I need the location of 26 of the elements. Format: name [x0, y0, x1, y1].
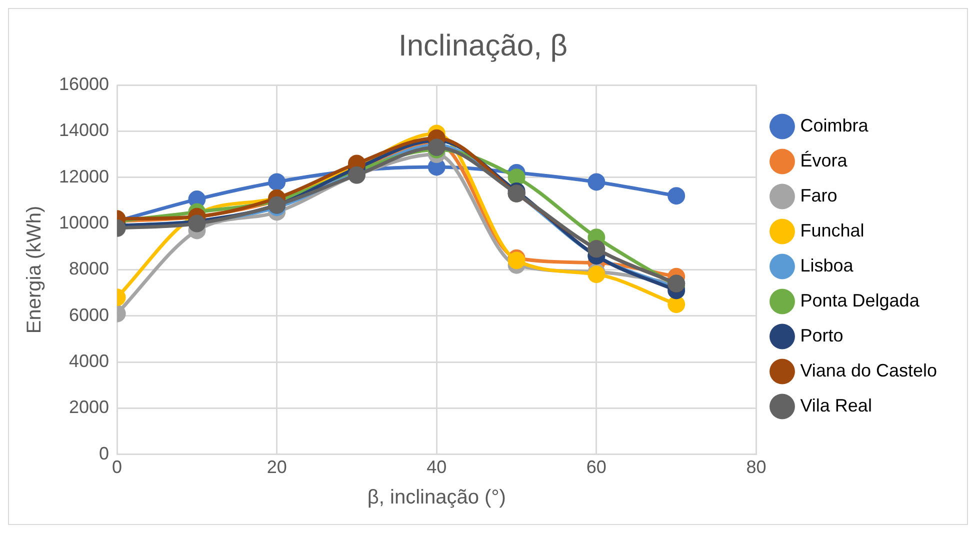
legend-label: Lisboa: [800, 255, 854, 276]
y-tick-label: 0: [99, 443, 110, 464]
x-axis-title: β, inclinação (°): [367, 486, 506, 509]
chart-title: Inclinação, β: [398, 29, 568, 62]
x-tick-label: 20: [266, 457, 287, 478]
legend-label: Ponta Delgada: [800, 290, 920, 310]
legend-label: Faro: [800, 185, 838, 206]
y-tick-label: 4000: [69, 351, 110, 372]
legend-label: Évora: [800, 150, 848, 170]
y-tick-label: 6000: [69, 304, 110, 325]
y-tick-label: 8000: [69, 258, 110, 279]
x-tick-label: 80: [746, 457, 766, 478]
y-tick-label: 16000: [58, 74, 110, 94]
y-tick-label: 10000: [58, 212, 110, 232]
legend-label: Funchal: [800, 220, 864, 240]
legend-label: Vila Real: [800, 395, 872, 416]
y-axis-title: Energia (kWh): [24, 206, 46, 334]
legend-label: Viana do Castelo: [800, 360, 938, 380]
y-tick-label: 12000: [58, 166, 110, 186]
x-tick-label: 0: [112, 457, 122, 478]
x-tick-label: 40: [426, 457, 447, 478]
legend-label: Coimbra: [800, 115, 870, 136]
y-tick-label: 2000: [69, 397, 110, 418]
x-tick-label: 60: [586, 457, 606, 478]
y-tick-label: 14000: [58, 120, 110, 140]
legend-label: Porto: [800, 325, 844, 346]
